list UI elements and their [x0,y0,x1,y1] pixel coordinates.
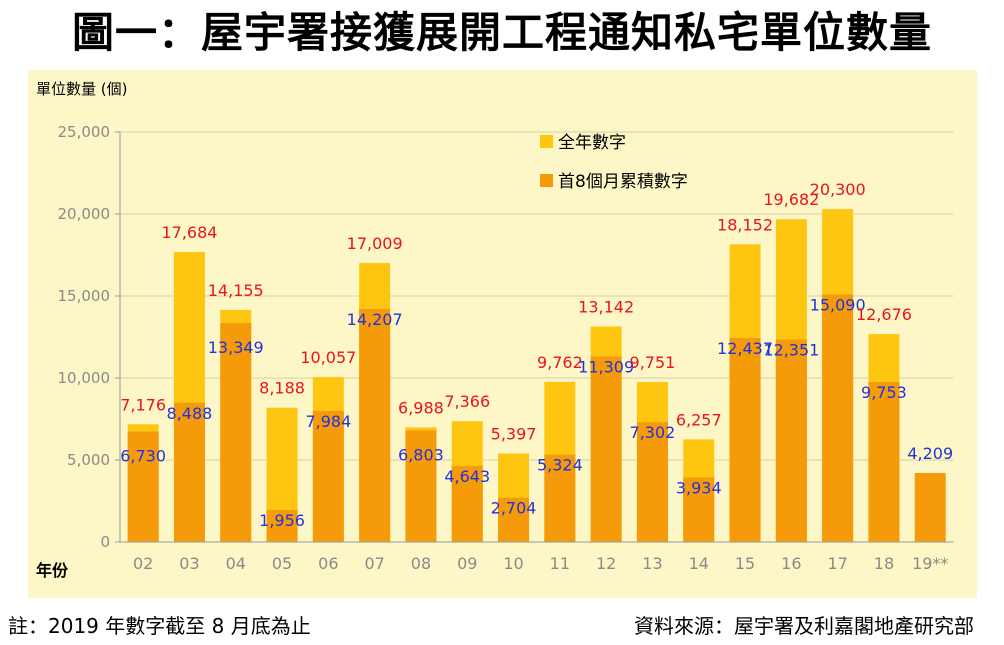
data-label-full-year: 6,988 [398,398,444,417]
y-axis-title: 單位數量 (個) [36,80,127,98]
data-label-full-year: 17,009 [347,234,403,253]
bar-first-8-months [220,323,252,542]
data-label-first-8-months: 2,704 [491,499,537,518]
bar-first-8-months [405,430,437,542]
x-tick-label: 09 [457,554,477,573]
data-label-full-year: 20,300 [810,180,866,199]
data-label-first-8-months: 4,209 [907,444,953,463]
legend-swatch-first-8-months [540,174,553,187]
data-label-first-8-months: 6,730 [120,447,166,466]
gridlines [120,131,954,461]
axes: 單位數量 (個) 年份 0 5,000 10,000 15,000 20,000 25,0… [36,80,954,580]
data-label-full-year: 14,155 [208,281,264,300]
data-label-first-8-months: 12,351 [763,340,819,359]
data-label-full-year: 18,152 [717,215,773,234]
source-note: 資料來源：屋宇署及利嘉閣地產研究部 [634,614,974,638]
legend-label-first-8-months: 首8個月累積數字 [558,172,688,192]
footnote: 註：2019 年數字截至 8 月底為止 [8,614,311,638]
data-label-first-8-months: 11,309 [578,358,634,377]
bar-first-8-months [127,431,159,542]
bar-first-8-months [683,477,715,542]
x-tick-label: 10 [503,554,523,573]
data-label-full-year: 19,682 [763,190,819,209]
data-label-full-year: 9,751 [630,353,676,372]
data-label-full-year: 6,257 [676,410,722,429]
data-label-first-8-months: 13,349 [208,338,264,357]
data-label-first-8-months: 3,934 [676,478,722,497]
x-tick-label: 08 [411,554,431,573]
data-label-full-year: 7,176 [120,395,166,414]
y-tick-label: 5,000 [67,451,110,469]
bar-first-8-months [729,338,761,542]
page-title: 圖一：屋宇署接獲展開工程通知私宅單位數量 [71,8,932,57]
x-tick-label: 05 [272,554,292,573]
x-axis-title: 年份 [36,561,69,580]
bar-first-8-months [498,497,530,542]
data-label-first-8-months: 8,488 [167,404,213,423]
data-label-first-8-months: 5,324 [537,456,583,475]
data-label-full-year: 5,397 [491,424,537,443]
x-tick-label: 19** [912,554,948,573]
legend: 全年數字 首8個月累積數字 [540,133,688,192]
data-label-first-8-months: 14,207 [347,310,403,329]
bar-first-8-months [822,294,854,542]
data-label-full-year: 13,142 [578,297,634,316]
x-tick-label: 13 [642,554,662,573]
data-label-full-year: 12,676 [856,305,912,324]
bars [127,209,946,543]
data-label-first-8-months: 15,090 [810,296,866,315]
legend-label-full-year: 全年數字 [558,133,626,153]
data-label-full-year: 7,366 [444,392,490,411]
bar-chart: 單位數量 (個) 年份 0 5,000 10,000 15,000 20,000 25,0… [36,80,954,580]
bar-first-8-months [868,382,900,542]
x-tick-label: 07 [364,554,384,573]
x-tick-label: 15 [735,554,755,573]
y-tick-label: 0 [100,533,110,551]
y-tick-label: 25,000 [58,123,111,141]
data-label-full-year: 9,762 [537,353,583,372]
x-tick-label: 14 [689,554,709,573]
bar-first-8-months [173,402,205,542]
legend-swatch-full-year [540,135,553,148]
y-tick-label: 20,000 [58,205,111,223]
bar-first-8-months [312,411,344,542]
x-tick-label: 02 [133,554,153,573]
x-tick-label: 17 [827,554,847,573]
data-label-full-year: 10,057 [300,348,356,367]
data-label-first-8-months: 12,437 [717,339,773,358]
data-label-first-8-months: 7,984 [305,412,351,431]
x-tick-label: 12 [596,554,616,573]
x-tick-label: 18 [874,554,894,573]
data-label-first-8-months: 1,956 [259,511,305,530]
x-tick-label: 16 [781,554,801,573]
bar-first-8-months [775,339,807,542]
data-labels: 7,176 6,730 17,684 8,488 14,155 13,349 8,188 1,… [120,180,953,530]
bar-first-8-months [266,509,298,542]
y-tick-label: 10,000 [58,369,111,387]
bar-first-8-months [544,454,576,542]
x-tick-label: 04 [226,554,246,573]
data-label-full-year: 8,188 [259,379,305,398]
data-label-full-year: 17,684 [161,223,217,242]
bar-first-8-months [359,309,391,542]
x-tick-label: 06 [318,554,338,573]
y-tick-label: 15,000 [58,287,111,305]
data-label-first-8-months: 7,302 [630,423,676,442]
bar-first-8-months [590,356,622,542]
x-tick-label: 03 [179,554,199,573]
bar-first-8-months [636,422,668,542]
bar-first-8-months [914,472,946,542]
bar-first-8-months [451,465,483,542]
data-label-first-8-months: 4,643 [444,467,490,486]
chart-panel: 單位數量 (個) 年份 0 5,000 10,000 15,000 20,000 25,0… [28,70,977,598]
data-label-first-8-months: 6,803 [398,445,444,464]
data-label-first-8-months: 9,753 [861,383,907,402]
x-tick-label: 11 [550,554,570,573]
